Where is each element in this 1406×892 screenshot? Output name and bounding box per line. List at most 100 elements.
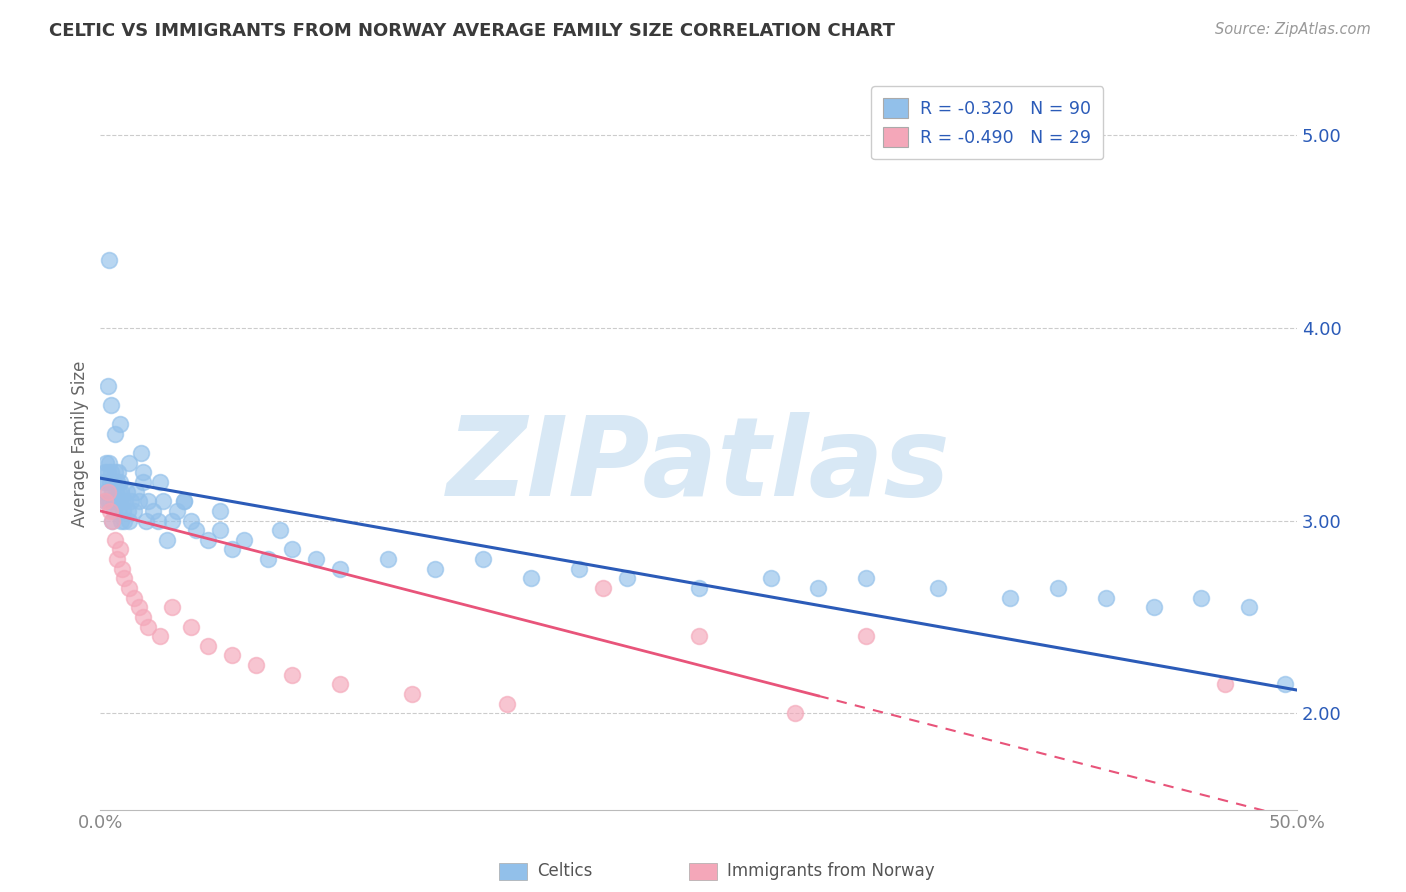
Point xyxy=(1239,600,1261,615)
Point xyxy=(97,253,120,268)
Point xyxy=(103,504,125,518)
Point xyxy=(121,494,143,508)
Point xyxy=(173,494,195,508)
Point xyxy=(135,514,157,528)
Point xyxy=(160,600,183,615)
Point xyxy=(759,571,782,585)
Point xyxy=(305,552,328,566)
Point xyxy=(233,533,256,547)
Point xyxy=(184,523,207,537)
Point xyxy=(94,494,117,508)
Point xyxy=(208,504,231,518)
Point xyxy=(180,619,202,633)
Point xyxy=(855,571,877,585)
Point xyxy=(93,494,115,508)
Text: Celtics: Celtics xyxy=(537,863,592,880)
Point xyxy=(100,494,122,508)
Point xyxy=(114,494,136,508)
Point xyxy=(998,591,1021,605)
Point xyxy=(1215,677,1237,691)
Point xyxy=(257,552,280,566)
Point xyxy=(108,484,131,499)
Point xyxy=(132,610,155,624)
Point xyxy=(160,514,183,528)
Point xyxy=(98,456,121,470)
Point xyxy=(101,514,124,528)
Point xyxy=(281,542,304,557)
Point xyxy=(104,484,127,499)
Point xyxy=(104,426,127,441)
Point xyxy=(103,494,125,508)
Legend: R = -0.320   N = 90, R = -0.490   N = 29: R = -0.320 N = 90, R = -0.490 N = 29 xyxy=(872,87,1102,159)
Point xyxy=(105,552,128,566)
Point xyxy=(118,456,141,470)
Point xyxy=(1046,581,1069,595)
Point xyxy=(108,475,131,489)
Point xyxy=(855,629,877,643)
Point xyxy=(208,523,231,537)
Point xyxy=(1274,677,1296,691)
Point xyxy=(96,378,118,392)
Point xyxy=(112,504,135,518)
Point xyxy=(472,552,495,566)
Point xyxy=(117,504,139,518)
Point xyxy=(104,533,127,547)
Point xyxy=(568,562,591,576)
Point xyxy=(108,542,131,557)
Point xyxy=(146,514,169,528)
Point xyxy=(112,571,135,585)
Point xyxy=(94,466,117,480)
Point xyxy=(269,523,291,537)
Point xyxy=(197,533,219,547)
Point xyxy=(98,504,121,518)
Point xyxy=(129,446,152,460)
Text: Immigrants from Norway: Immigrants from Norway xyxy=(727,863,935,880)
Point xyxy=(107,504,129,518)
Point xyxy=(132,475,155,489)
Point xyxy=(100,398,122,412)
Point xyxy=(132,466,155,480)
Point xyxy=(927,581,949,595)
Point xyxy=(111,494,134,508)
Point xyxy=(112,514,135,528)
Point xyxy=(105,475,128,489)
Point xyxy=(122,504,145,518)
Point xyxy=(128,494,150,508)
Point xyxy=(111,562,134,576)
Point xyxy=(136,619,159,633)
Point xyxy=(197,639,219,653)
Point xyxy=(118,581,141,595)
Point xyxy=(1191,591,1213,605)
Point xyxy=(329,677,352,691)
Point xyxy=(101,475,124,489)
Point xyxy=(125,484,148,499)
Point xyxy=(245,658,267,673)
Point xyxy=(166,504,188,518)
Point xyxy=(173,494,195,508)
Point xyxy=(110,484,132,499)
Point xyxy=(401,687,423,701)
Point xyxy=(688,581,710,595)
Point xyxy=(104,466,127,480)
Point xyxy=(1094,591,1116,605)
Point xyxy=(110,514,132,528)
Point xyxy=(688,629,710,643)
Point xyxy=(149,475,172,489)
Point xyxy=(221,648,243,663)
Point xyxy=(118,514,141,528)
Point xyxy=(142,504,165,518)
Point xyxy=(136,494,159,508)
Point xyxy=(180,514,202,528)
Point xyxy=(807,581,830,595)
Point xyxy=(108,494,131,508)
Point xyxy=(616,571,638,585)
Point xyxy=(100,466,122,480)
Text: ZIPatlas: ZIPatlas xyxy=(447,412,950,519)
Point xyxy=(101,484,124,499)
Point xyxy=(122,591,145,605)
Point xyxy=(1142,600,1164,615)
Point xyxy=(377,552,399,566)
Point xyxy=(329,562,352,576)
Point xyxy=(105,494,128,508)
Point xyxy=(96,484,118,499)
